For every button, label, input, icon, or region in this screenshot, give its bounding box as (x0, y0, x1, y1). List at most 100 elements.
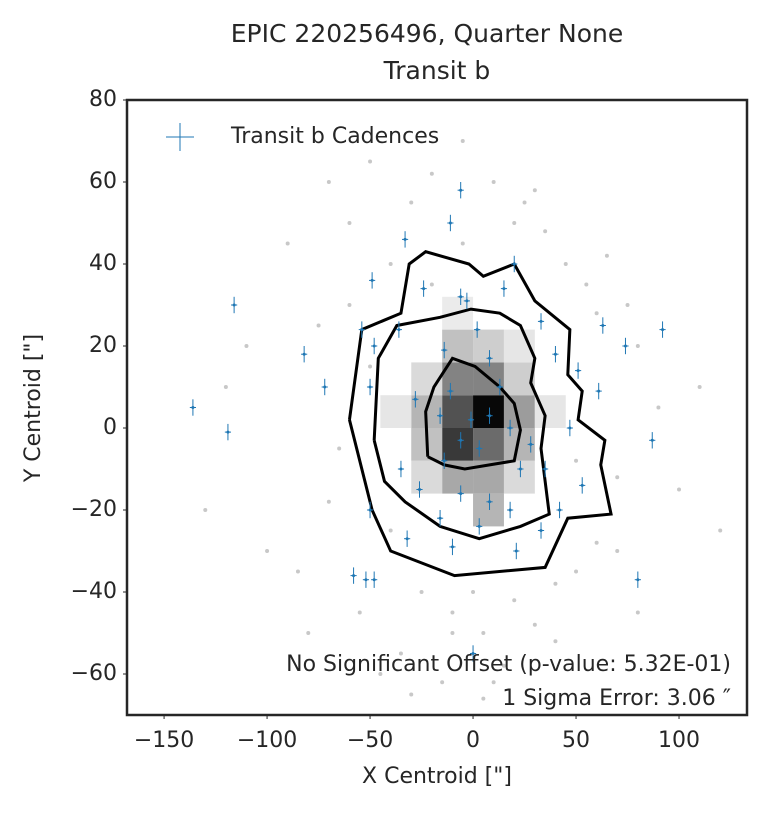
background-point (378, 672, 383, 676)
background-point (574, 458, 579, 463)
point (553, 352, 557, 356)
point (397, 328, 401, 332)
y-tick-label: −20 (71, 497, 117, 522)
point (576, 369, 580, 373)
point (508, 426, 512, 430)
y-tick-label: −60 (71, 661, 117, 686)
point (417, 488, 421, 491)
background-point (326, 499, 331, 504)
point (191, 406, 195, 409)
point (370, 278, 374, 282)
point (442, 348, 446, 352)
point (465, 299, 469, 303)
background-point (306, 631, 311, 635)
background-point (368, 159, 373, 164)
point (405, 537, 409, 541)
heatmap-cell (473, 428, 504, 461)
point (650, 438, 654, 442)
point (498, 385, 502, 389)
background-point (265, 549, 270, 553)
heatmap-cell (503, 362, 535, 396)
point (601, 324, 605, 327)
x-tick-label: 50 (562, 728, 590, 753)
x-tick-label: −150 (134, 728, 194, 753)
background-point (347, 303, 352, 307)
background-point (244, 344, 249, 348)
background-point (522, 200, 527, 205)
background-point (450, 610, 455, 615)
point (661, 328, 665, 332)
background-point (584, 282, 589, 287)
heatmap-cell (473, 329, 504, 363)
y-tick-label: 40 (89, 251, 117, 276)
point (368, 508, 372, 512)
point (302, 352, 306, 356)
contour (372, 307, 551, 541)
background-point (532, 188, 537, 193)
background-point (357, 610, 362, 615)
background-point (563, 262, 568, 266)
point (364, 578, 368, 582)
point (448, 389, 452, 393)
heatmap-cell (503, 460, 535, 494)
heatmap-cell (473, 395, 504, 428)
background-point (543, 229, 548, 234)
background-point (594, 311, 599, 316)
background-point (285, 241, 290, 246)
background-point (553, 581, 558, 586)
point (232, 303, 236, 307)
point (539, 319, 543, 323)
point (403, 237, 407, 241)
point (459, 188, 463, 192)
chart-title: EPIC 220256496, Quarter None (231, 19, 623, 48)
point (512, 262, 516, 266)
y-tick-label: −40 (71, 579, 117, 604)
point (459, 492, 463, 496)
background-point (398, 651, 403, 656)
x-tick-label: 0 (466, 728, 480, 753)
contour (347, 250, 613, 578)
y-tick-label: 20 (89, 333, 117, 358)
contour (424, 356, 522, 471)
background-point (501, 663, 506, 668)
background-point (440, 680, 445, 685)
background-point (388, 528, 393, 533)
background-point (697, 385, 702, 389)
background-point (223, 385, 228, 389)
point (372, 344, 376, 348)
heatmap-cell (411, 362, 443, 396)
x-axis-label: X Centroid ["] (362, 764, 512, 789)
point (488, 356, 492, 360)
point (442, 459, 446, 463)
background-point (635, 344, 640, 348)
annotation: 1 Sigma Error: 3.06 ″ (502, 686, 731, 711)
background-point (429, 282, 434, 287)
background-point (450, 631, 455, 635)
background-point (337, 446, 342, 451)
plot-frame (125, 98, 749, 717)
point (352, 574, 356, 578)
point (469, 418, 473, 422)
point (539, 529, 543, 532)
background-point (512, 221, 517, 225)
x-tick-label: −50 (347, 728, 393, 753)
point (450, 545, 454, 549)
annotation: No Significant Offset (p-value: 5.32E-01… (286, 652, 731, 677)
point (448, 221, 452, 225)
background-point (635, 610, 640, 615)
background-point (326, 180, 331, 184)
heatmap-cell (442, 428, 474, 461)
background-point (718, 528, 723, 533)
background-point (368, 364, 373, 369)
point (459, 438, 463, 442)
background-point (471, 590, 476, 594)
point (502, 287, 506, 291)
y-tick-label: 80 (89, 87, 117, 112)
background-point (388, 262, 393, 266)
background-point (316, 323, 321, 328)
heatmap-cell (380, 395, 412, 428)
point (558, 508, 562, 512)
background-point (553, 639, 558, 644)
point (438, 516, 442, 520)
